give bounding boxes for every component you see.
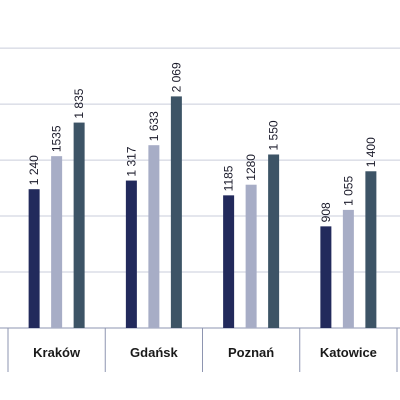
bar [51,156,63,328]
value-label: 908 [319,202,333,222]
bar [268,154,280,328]
value-label: 1 240 [27,155,41,185]
value-label: 1 055 [341,176,355,206]
bar [148,145,160,328]
x-tick-label: Gdańsk [130,345,178,360]
bar [365,171,377,328]
value-label: 1 400 [364,137,378,167]
bar [342,209,354,328]
bar [320,226,332,328]
value-label: 1 317 [124,146,138,176]
bar [223,195,235,328]
value-label: 1 550 [267,120,281,150]
bar [170,96,182,328]
bar [28,189,40,328]
bar [245,184,257,328]
bar [125,180,137,328]
value-label: 1185 [222,165,236,191]
x-tick-label: Poznań [228,345,274,360]
value-label: 2 069 [169,62,183,92]
value-label: 1280 [244,154,258,181]
x-tick-label: Katowice [320,345,377,360]
value-label: 1535 [50,125,64,152]
x-tick-label: Kraków [33,345,81,360]
bar [73,122,85,329]
value-label: 1 633 [147,111,161,141]
value-label: 1 835 [72,88,86,118]
